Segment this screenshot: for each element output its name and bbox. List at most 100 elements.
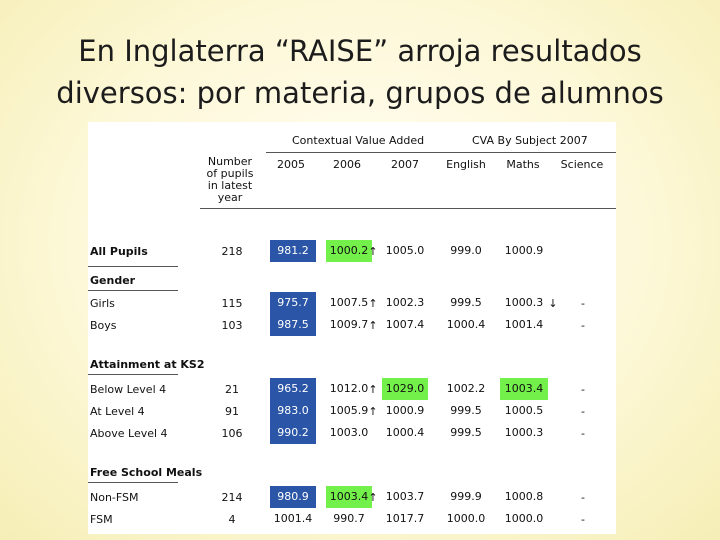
table-row: At Level 4 91 983.0 1005.9 1000.9 ↑ 999.5 1000.…: [88, 400, 616, 422]
science-value: -: [581, 427, 585, 440]
table-row: Below Level 4 21 965.2 1012.0 1029.0 ↑ 1002.2 1…: [88, 378, 616, 400]
row-label: Non-FSM: [90, 491, 139, 504]
maths-value: 1000.0: [504, 512, 544, 525]
maths-value: 1000.3: [504, 296, 544, 309]
cva-value-2006: 1003.4: [326, 486, 372, 508]
maths-value: 1001.4: [504, 318, 544, 331]
cva-value-2006: 1000.2: [326, 240, 372, 262]
cva-value-2007: 1029.0: [382, 378, 428, 400]
row-label: Boys: [90, 319, 117, 332]
english-value: 999.9: [450, 490, 482, 503]
group-header: Gender: [90, 274, 136, 287]
column-header-english: English: [446, 158, 486, 171]
cva-value-2005: 981.2: [270, 240, 316, 262]
english-value: 999.5: [450, 404, 482, 417]
science-value: -: [581, 513, 585, 526]
column-header-pupils-line: of pupils: [206, 167, 254, 180]
slide-title: En Inglaterra “RAISE” arroja resultados …: [0, 30, 720, 114]
cva-value-2007: 1007.4: [385, 318, 425, 331]
pupil-count: 21: [225, 383, 239, 396]
pupil-count: 4: [228, 513, 236, 526]
maths-value: 1000.8: [504, 490, 544, 503]
group-underline: [88, 482, 178, 483]
group-underline: [88, 290, 178, 291]
group-header: Attainment at KS2: [90, 358, 205, 371]
pupil-count: 103: [221, 319, 243, 332]
row-label: Below Level 4: [90, 383, 167, 396]
column-header-pupils-line: Number: [207, 155, 253, 168]
science-value: -: [581, 319, 585, 332]
column-header-2007: 2007: [391, 158, 419, 171]
row-label: Girls: [90, 297, 115, 310]
english-value: 1002.2: [446, 382, 486, 395]
english-value: 999.5: [450, 296, 482, 309]
science-value: -: [581, 405, 585, 418]
cva-value-2005: 975.7: [270, 292, 316, 314]
cva-value-2006: 990.7: [333, 512, 365, 525]
science-value: -: [581, 383, 585, 396]
row-label: FSM: [90, 513, 113, 526]
table-row: FSM 4 1001.4 990.7 1017.7 1000.0 1000.0 -: [88, 508, 616, 530]
row-label: Above Level 4: [90, 427, 168, 440]
english-value: 1000.4: [446, 318, 486, 331]
trend-arrow-icon: ↑: [368, 405, 378, 418]
column-header-pupils-line: in latest: [207, 179, 253, 192]
cva-value-2007: 1017.7: [385, 512, 425, 525]
cva-value-2006: 1009.7: [329, 318, 369, 331]
section-underline-subject: [440, 152, 616, 153]
trend-arrow-icon: ↑: [368, 383, 378, 396]
pupil-count: 115: [221, 297, 243, 310]
cva-value-2005: 980.9: [270, 486, 316, 508]
cva-value-2006: 1003.0: [329, 426, 369, 439]
cva-value-2006: 1012.0: [329, 382, 369, 395]
trend-arrow-icon: ↑: [368, 245, 378, 258]
cva-value-2006: 1007.5: [329, 296, 369, 309]
header-rule: [200, 208, 616, 209]
table-row: Non-FSM 214 980.9 1003.4 1003.7 ↑ 999.9 1000.8 -: [88, 486, 616, 508]
column-header-pupils: Number of pupils in latest year: [200, 156, 260, 204]
english-value: 1000.0: [446, 512, 486, 525]
maths-value: 1000.3: [504, 426, 544, 439]
group-underline: [88, 374, 178, 375]
cva-value-2005: 987.5: [270, 314, 316, 336]
pupil-count: 91: [225, 405, 239, 418]
cva-value-2005: 990.2: [270, 422, 316, 444]
section-header-cva: Contextual Value Added: [292, 134, 425, 147]
pupil-count: 106: [221, 427, 243, 440]
trend-arrow-icon: ↑: [368, 491, 378, 504]
science-value: -: [581, 491, 585, 504]
row-label: At Level 4: [90, 405, 145, 418]
group-header: Free School Meals: [90, 466, 203, 479]
section-underline-cva: [266, 152, 486, 153]
column-header-pupils-line: year: [217, 191, 243, 204]
maths-value: 1000.9: [504, 244, 544, 257]
slide-title-line-1: En Inglaterra “RAISE” arroja resultados: [78, 34, 642, 68]
cva-value-2007: 1002.3: [385, 296, 425, 309]
group-underline: [88, 266, 178, 267]
english-value: 999.5: [450, 426, 482, 439]
cva-value-2007: 1000.9: [385, 404, 425, 417]
column-header-2006: 2006: [333, 158, 361, 171]
column-header-2005: 2005: [277, 158, 305, 171]
table-row: All Pupils 218 981.2 1000.2 1005.0 ↑ 999.0 1000…: [88, 240, 616, 267]
science-value: -: [581, 297, 585, 310]
cva-value-2007: 1003.7: [385, 490, 425, 503]
maths-value: 1003.4: [500, 378, 548, 400]
cva-value-2007: 1005.0: [385, 244, 425, 257]
column-header-maths: Maths: [506, 158, 540, 171]
cva-results-table: Contextual Value Added CVA By Subject 20…: [88, 122, 616, 534]
column-header-science: Science: [560, 158, 604, 171]
trend-arrow-icon: ↑: [368, 319, 378, 332]
cva-value-2006: 1005.9: [329, 404, 369, 417]
section-header-subject: CVA By Subject 2007: [472, 134, 588, 147]
trend-arrow-icon: ↑: [368, 297, 378, 310]
table-row: Boys 103 987.5 1009.7 1007.4 ↑ 1000.4 1001.4 -: [88, 314, 616, 336]
cva-value-2007: 1000.4: [385, 426, 425, 439]
maths-value: 1000.5: [504, 404, 544, 417]
cva-value-2005: 965.2: [270, 378, 316, 400]
table-row: Above Level 4 106 990.2 1003.0 1000.4 999.5 10…: [88, 422, 616, 444]
table-row: Girls 115 975.7 1007.5 1002.3 ↑ 999.5 1000.3 ↓ -: [88, 292, 616, 314]
english-value: 999.0: [450, 244, 482, 257]
maths-trend-arrow-icon: ↓: [548, 297, 558, 310]
row-label: All Pupils: [90, 245, 148, 258]
